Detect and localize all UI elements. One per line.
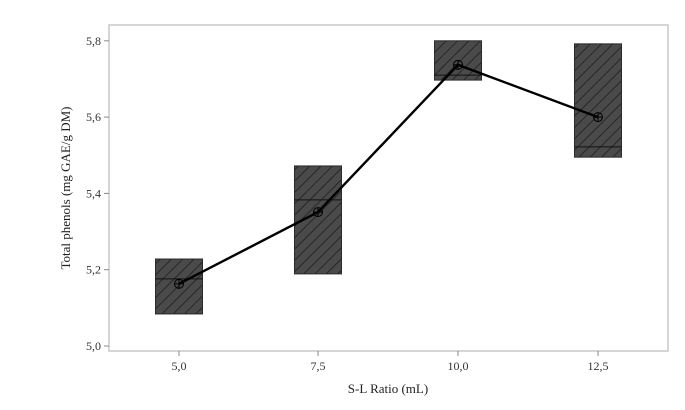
x-tick-label: 10,0 xyxy=(448,359,469,373)
box-10,0 xyxy=(434,40,482,81)
mean-marker-icon xyxy=(313,207,323,218)
y-axis-title: Total phenols (mg GAE/g DM) xyxy=(58,106,73,269)
mean-marker-icon xyxy=(174,278,184,289)
mean-markers xyxy=(174,59,603,289)
y-tick-label: 5,8 xyxy=(86,34,101,48)
x-axis-ticks: 5,0 7,5 10,0 12,5 xyxy=(172,351,609,373)
mean-connect-line xyxy=(178,63,599,285)
plot-area-border xyxy=(108,24,669,352)
y-axis-ticks: 5,0 5,2 5,4 5,6 5,8 xyxy=(86,34,109,353)
y-tick-label: 5,4 xyxy=(86,186,101,200)
boxes xyxy=(155,40,622,315)
x-tick-label: 12,5 xyxy=(588,359,609,373)
mean-marker-icon xyxy=(593,112,603,123)
y-tick-label: 5,2 xyxy=(86,263,101,277)
mean-line xyxy=(178,63,599,285)
box-body xyxy=(574,43,622,158)
box-12,5 xyxy=(574,43,622,158)
box-body xyxy=(434,40,482,81)
x-tick-label: 5,0 xyxy=(172,359,187,373)
plot-frame xyxy=(108,24,669,352)
y-tick-label: 5,0 xyxy=(86,339,101,353)
mean-marker-icon xyxy=(453,59,463,70)
x-tick-label: 7,5 xyxy=(311,359,326,373)
y-tick-label: 5,6 xyxy=(86,110,101,124)
x-axis-title: S-L Ratio (mL) xyxy=(348,381,428,396)
